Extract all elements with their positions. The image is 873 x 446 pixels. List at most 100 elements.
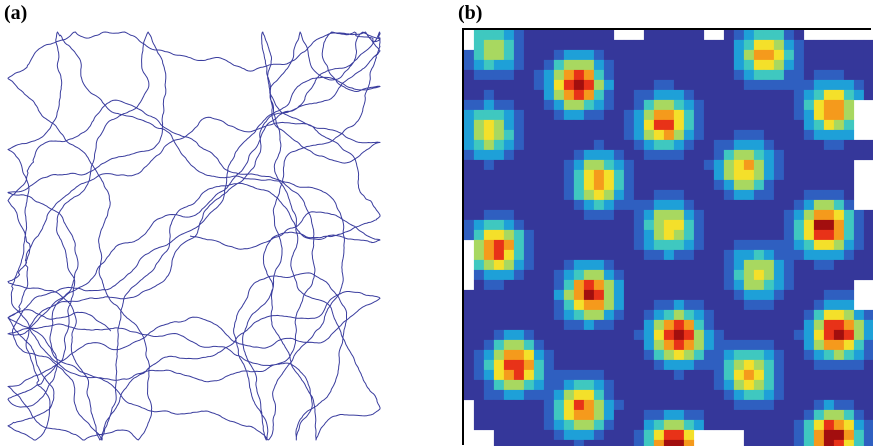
rate-bin <box>753 379 765 391</box>
rate-bin <box>573 89 585 101</box>
rate-bin <box>663 329 675 341</box>
rate-bin <box>723 209 735 221</box>
rate-bin <box>663 169 675 181</box>
rate-bin <box>613 429 625 441</box>
rate-bin <box>503 409 515 421</box>
rate-bin <box>833 309 845 321</box>
rate-bin <box>773 269 785 281</box>
rate-bin <box>813 149 825 161</box>
rate-bin <box>543 279 555 291</box>
rate-bin <box>663 189 675 201</box>
rate-bin <box>743 79 755 91</box>
rate-bin <box>673 219 685 231</box>
rate-bin <box>753 279 765 291</box>
rate-bin <box>703 99 715 111</box>
rate-bin <box>833 69 845 81</box>
rate-bin <box>753 309 765 321</box>
rate-bin <box>693 389 705 401</box>
rate-bin <box>473 339 485 351</box>
rate-bin <box>783 59 795 71</box>
rate-bin <box>693 179 705 191</box>
rate-bin <box>573 249 585 261</box>
rate-bin <box>803 39 815 51</box>
rate-bin <box>653 229 665 241</box>
rate-bin <box>573 399 585 411</box>
rate-bin <box>733 159 745 171</box>
rate-bin <box>633 369 645 381</box>
rate-bin <box>773 409 785 421</box>
firing-rate-map <box>462 28 873 446</box>
rate-bin <box>513 139 525 151</box>
rate-bin <box>663 269 675 281</box>
rate-bin <box>713 219 725 231</box>
rate-bin <box>713 389 725 401</box>
rate-bin <box>773 349 785 361</box>
rate-bin <box>863 349 873 361</box>
rate-bin <box>843 319 855 331</box>
rate-bin <box>693 189 705 201</box>
rate-bin <box>753 349 765 361</box>
rate-bin <box>733 269 745 281</box>
rate-bin <box>523 179 535 191</box>
rate-bin <box>513 219 525 231</box>
rate-bin <box>733 69 745 81</box>
rate-bin <box>693 349 705 361</box>
rate-bin <box>683 339 695 351</box>
rate-bin <box>513 399 525 411</box>
rate-bin <box>633 439 645 446</box>
rate-bin <box>523 29 535 41</box>
rate-bin <box>603 279 615 291</box>
rate-bin <box>463 159 475 171</box>
rate-bin <box>833 239 845 251</box>
rate-bin <box>503 149 515 161</box>
rate-bin <box>693 119 705 131</box>
rate-bin <box>573 149 585 161</box>
rate-bin <box>473 129 485 141</box>
rate-bin <box>593 399 605 411</box>
rate-bin <box>663 49 675 61</box>
rate-bin <box>843 309 855 321</box>
rate-bin <box>793 189 805 201</box>
rate-bin <box>683 299 695 311</box>
rate-bin <box>693 379 705 391</box>
rate-bin <box>833 439 845 446</box>
rate-bin <box>673 209 685 221</box>
rate-bin <box>853 49 865 61</box>
rate-bin <box>633 279 645 291</box>
rate-bin <box>543 409 555 421</box>
rate-bin <box>783 289 795 301</box>
rate-bin <box>553 189 565 201</box>
rate-bin <box>663 159 675 171</box>
rate-bin <box>683 89 695 101</box>
rate-bin <box>733 379 745 391</box>
rate-bin <box>663 419 675 431</box>
rate-bin <box>663 219 675 231</box>
rate-bin <box>703 69 715 81</box>
rate-bin <box>823 289 835 301</box>
rate-bin <box>473 209 485 221</box>
rate-bin <box>683 139 695 151</box>
rate-bin <box>683 419 695 431</box>
rate-bin <box>573 229 585 241</box>
rate-bin <box>833 409 845 421</box>
rate-bin <box>703 249 715 261</box>
rate-bin <box>563 239 575 251</box>
rate-bin <box>703 399 715 411</box>
rate-bin <box>533 129 545 141</box>
rate-bin <box>503 279 515 291</box>
rate-bin <box>493 319 505 331</box>
rate-bin <box>503 359 515 371</box>
rate-bin <box>513 289 525 301</box>
rate-bin <box>683 99 695 111</box>
rate-bin <box>833 119 845 131</box>
rate-bin <box>753 69 765 81</box>
rate-bin <box>483 199 495 211</box>
rate-bin <box>553 39 565 51</box>
rate-bin <box>613 369 625 381</box>
rate-bin <box>813 59 825 71</box>
rate-bin <box>573 99 585 111</box>
rate-bin <box>653 179 665 191</box>
rate-bin <box>553 419 565 431</box>
rate-bin <box>753 169 765 181</box>
rate-bin <box>743 109 755 121</box>
